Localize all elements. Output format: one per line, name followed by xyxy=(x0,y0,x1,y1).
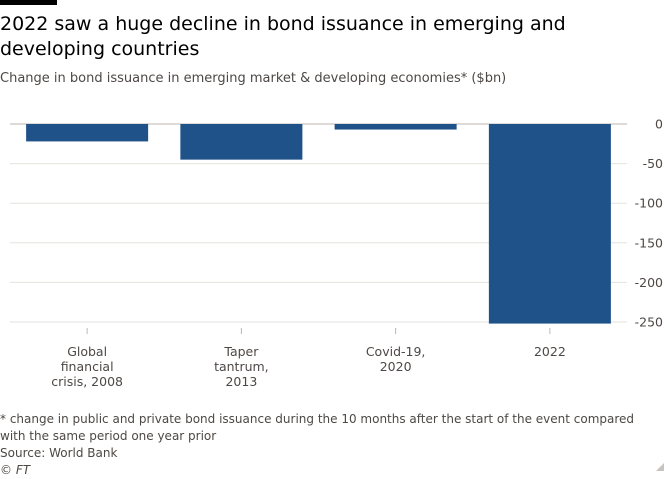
source-note: Source: World Bank xyxy=(0,446,118,460)
y-tick-label: 0 xyxy=(655,117,663,132)
bar-chart: 0 -50 -100 -150 -200 -250 Globalfinancialcris… xyxy=(10,117,663,389)
brand-bar xyxy=(0,0,57,5)
x-category-label: 2013 xyxy=(225,374,257,389)
x-category-label: Covid-19, xyxy=(366,344,426,359)
x-category-label: Global xyxy=(67,344,107,359)
chart-subtitle: Change in bond issuance in emerging mark… xyxy=(0,71,507,86)
y-tick-label: -100 xyxy=(635,196,663,211)
x-category-label: Taper xyxy=(223,344,259,359)
y-tick-label: -200 xyxy=(635,275,663,290)
y-axis-ticks: 0 -50 -100 -150 -200 -250 xyxy=(635,117,663,330)
bar-series xyxy=(26,124,611,324)
bar xyxy=(180,124,303,160)
y-tick-label: -150 xyxy=(635,235,663,250)
bar xyxy=(26,124,149,142)
x-category-label: 2022 xyxy=(534,344,566,359)
x-category-label: 2020 xyxy=(380,359,412,374)
x-category-label: crisis, 2008 xyxy=(51,374,123,389)
chart-title: 2022 saw a huge decline in bond issuance… xyxy=(0,13,566,60)
x-category-label: financial xyxy=(61,359,114,374)
footnote: * change in public and private bond issu… xyxy=(0,412,635,443)
bar xyxy=(334,124,457,130)
footer: * change in public and private bond issu… xyxy=(0,411,660,479)
x-category-label: tantrum, xyxy=(214,359,269,374)
y-tick-label: -50 xyxy=(643,156,663,171)
resize-corner-icon xyxy=(656,463,664,471)
credit-line: © FT xyxy=(0,463,31,477)
bar xyxy=(488,124,611,324)
y-tick-label: -250 xyxy=(635,315,663,330)
